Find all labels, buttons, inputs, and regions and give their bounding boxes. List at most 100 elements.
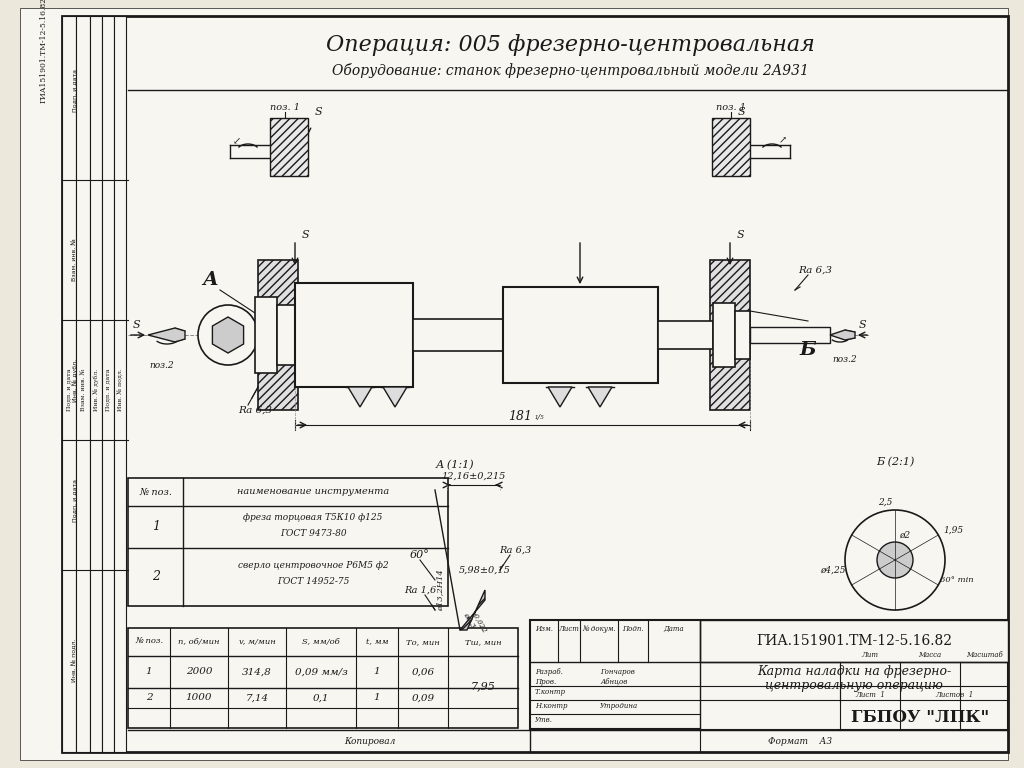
Text: ↙: ↙ [232, 137, 241, 145]
Text: ₁/₅: ₁/₅ [535, 413, 545, 421]
Bar [658, 321, 713, 349]
Text: S: S [736, 230, 743, 240]
Text: Абнцов: Абнцов [600, 678, 628, 686]
Polygon shape [212, 317, 244, 353]
Text: Инв. № подл.: Инв. № подл. [73, 638, 78, 682]
Text: 1,95: 1,95 [943, 525, 963, 535]
Text: 2: 2 [145, 694, 153, 703]
Text: ГОСТ 14952-75: ГОСТ 14952-75 [276, 578, 349, 587]
Text: 314,8: 314,8 [242, 667, 272, 677]
Polygon shape [830, 330, 855, 340]
Text: № поз.: № поз. [139, 488, 172, 496]
Text: 1000: 1000 [185, 694, 212, 703]
Text: 0,09 мм/з: 0,09 мм/з [295, 667, 347, 677]
Bar [700, 620, 1008, 662]
Text: Операция: 005 фрезерно-центровальная: Операция: 005 фрезерно-центровальная [326, 34, 814, 56]
Text: Карта наладки на фрезерно-: Карта наладки на фрезерно- [757, 666, 951, 678]
Text: 0,06: 0,06 [412, 667, 434, 677]
Text: Ra 6,3: Ra 6,3 [798, 266, 831, 274]
Text: ГИА151901.ТМ-12-5.16.82: ГИА151901.ТМ-12-5.16.82 [40, 0, 48, 103]
Text: 1: 1 [145, 667, 153, 677]
Polygon shape [148, 328, 185, 342]
Bar [102, 16, 114, 752]
Polygon shape [383, 387, 407, 407]
Text: Утродина: Утродина [600, 702, 638, 710]
Bar [128, 478, 449, 606]
Circle shape [877, 542, 913, 578]
Text: S, мм/об: S, мм/об [302, 638, 340, 646]
Text: поз.2: поз.2 [150, 360, 174, 369]
Text: Лист  1: Лист 1 [855, 691, 885, 699]
Bar [530, 620, 1008, 730]
Text: Оборудование: станок фрезерно-центровальный модели 2А931: Оборудование: станок фрезерно-центроваль… [332, 62, 808, 78]
Text: S: S [132, 320, 140, 330]
Text: 12,16±0,215: 12,16±0,215 [440, 472, 505, 481]
Bar [90, 16, 102, 752]
Text: 7,14: 7,14 [246, 694, 268, 703]
Text: поз. 1: поз. 1 [716, 104, 746, 112]
Polygon shape [548, 387, 572, 407]
Text: 1: 1 [374, 694, 380, 703]
Text: 60°: 60° [410, 550, 430, 560]
Text: Ra 1,6: Ra 1,6 [403, 585, 436, 594]
Bar [710, 260, 750, 410]
Text: сверло центровочное Р6М5 ф2: сверло центровочное Р6М5 ф2 [238, 561, 388, 571]
Text: S: S [858, 320, 866, 330]
Text: S: S [301, 230, 309, 240]
Text: № поз.: № поз. [135, 638, 163, 646]
Text: Взам. инв. №: Взам. инв. № [81, 369, 85, 411]
Text: Подп. и дата: Подп. и дата [105, 369, 111, 411]
Text: S: S [314, 107, 322, 117]
Bar [76, 16, 90, 752]
Text: ГОСТ 9473-80: ГОСТ 9473-80 [280, 528, 346, 538]
Text: Лит: Лит [861, 651, 879, 659]
Text: 2000: 2000 [185, 667, 212, 677]
Text: Разраб.: Разраб. [535, 668, 563, 676]
Text: 2: 2 [152, 570, 160, 582]
Text: 0,09: 0,09 [412, 694, 434, 703]
Text: t, мм: t, мм [366, 638, 388, 646]
Text: Гончаров: Гончаров [600, 668, 635, 676]
Text: Тш, мин: Тш, мин [465, 638, 502, 646]
Bar [114, 16, 126, 752]
Text: Масса: Масса [919, 651, 941, 659]
Bar [128, 628, 518, 728]
Text: центровальную операцию: центровальную операцию [765, 678, 943, 691]
Bar [255, 297, 278, 373]
Text: -0,022: -0,022 [471, 611, 489, 634]
Text: Подп. и дата: Подп. и дата [73, 478, 78, 521]
Text: Б: Б [800, 341, 816, 359]
Text: № докум.: № докум. [582, 625, 615, 633]
Text: Подп. и дата: Подп. и дата [67, 369, 72, 411]
Bar [503, 287, 658, 383]
Text: ø6,3: ø6,3 [463, 611, 477, 629]
Text: ø2: ø2 [899, 531, 910, 539]
Text: А (1:1): А (1:1) [435, 460, 474, 470]
Bar [258, 260, 298, 410]
Text: Подп.: Подп. [623, 625, 644, 633]
Text: фреза торцовая Т5К10 ф125: фреза торцовая Т5К10 ф125 [244, 512, 383, 521]
Polygon shape [460, 590, 485, 630]
Text: v, м/мин: v, м/мин [239, 638, 275, 646]
Text: Лист: Лист [558, 625, 580, 633]
Bar [295, 283, 413, 387]
Bar [735, 311, 750, 359]
Text: То, мин: То, мин [407, 638, 440, 646]
Polygon shape [588, 387, 612, 407]
Text: Дата: Дата [664, 625, 684, 633]
Text: Листов  1: Листов 1 [935, 691, 973, 699]
Text: ↗: ↗ [779, 137, 787, 145]
Text: ø13,2H14: ø13,2H14 [436, 569, 444, 611]
Text: Инв. № дубл.: Инв. № дубл. [72, 359, 78, 402]
Text: Ra 6,3: Ra 6,3 [238, 406, 272, 415]
Text: 60° min: 60° min [940, 576, 974, 584]
Circle shape [198, 305, 258, 365]
Bar [270, 118, 308, 176]
Text: Б (2:1): Б (2:1) [876, 457, 914, 467]
Circle shape [845, 510, 945, 610]
Text: Формат    А3: Формат А3 [768, 737, 833, 746]
Text: 2,5: 2,5 [878, 498, 892, 507]
Text: поз. 1: поз. 1 [270, 104, 300, 112]
Text: Подп. и дата: Подп. и дата [73, 68, 78, 111]
Bar [713, 303, 735, 367]
